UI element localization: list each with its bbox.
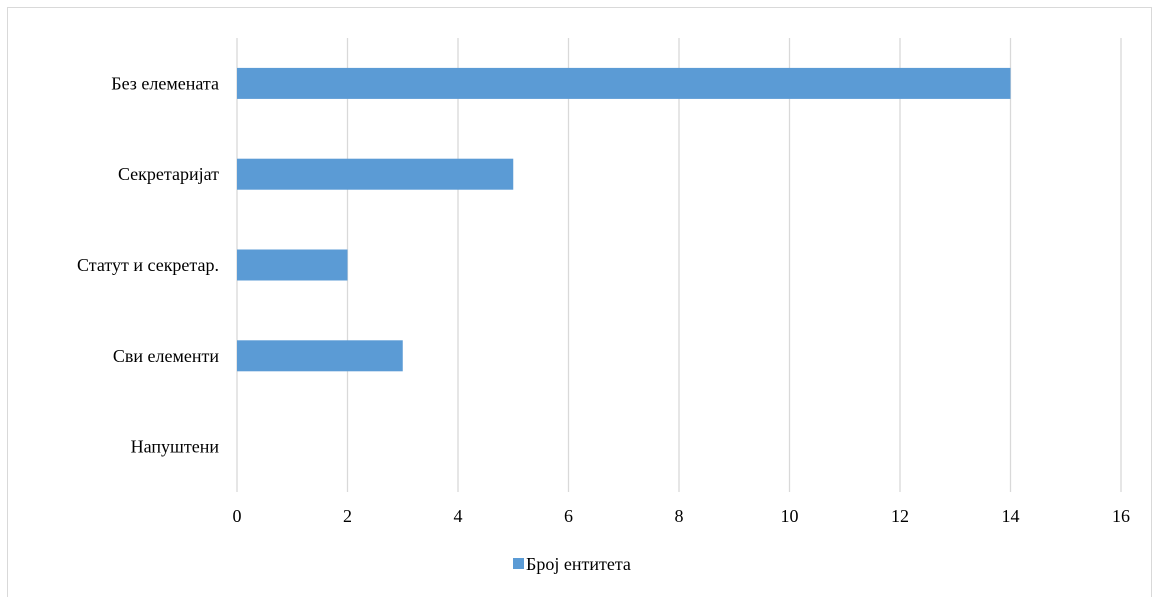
x-tick-label: 12 — [891, 506, 909, 526]
chart-frame — [7, 7, 1152, 597]
x-tick-label: 0 — [233, 506, 242, 526]
legend-label: Број ентитета — [526, 554, 631, 574]
category-labels: Без елемената Секретаријат Статут и секрет… — [77, 73, 219, 456]
bars — [237, 67, 1011, 372]
bar — [237, 340, 403, 372]
x-tick-label: 2 — [343, 506, 352, 526]
x-tick-label: 14 — [1002, 506, 1020, 526]
x-tick-label: 10 — [781, 506, 799, 526]
x-tick-label: 6 — [564, 506, 573, 526]
bar — [237, 249, 348, 281]
category-label: Сви елементи — [113, 346, 219, 366]
x-tick-label: 16 — [1112, 506, 1130, 526]
x-tick-label: 4 — [454, 506, 463, 526]
category-label: Секретаријат — [118, 164, 219, 184]
category-label: Без елемената — [111, 73, 219, 93]
category-label: Напуштени — [131, 437, 220, 457]
gridlines — [236, 38, 1122, 492]
legend-swatch — [513, 558, 524, 569]
bar — [237, 67, 1011, 99]
x-tick-labels: 0 2 4 6 8 10 12 14 16 — [233, 506, 1131, 526]
x-tick-label: 8 — [675, 506, 684, 526]
category-label: Статут и секретар. — [77, 255, 219, 275]
legend: Број ентитета — [513, 554, 631, 574]
bar — [237, 158, 514, 190]
